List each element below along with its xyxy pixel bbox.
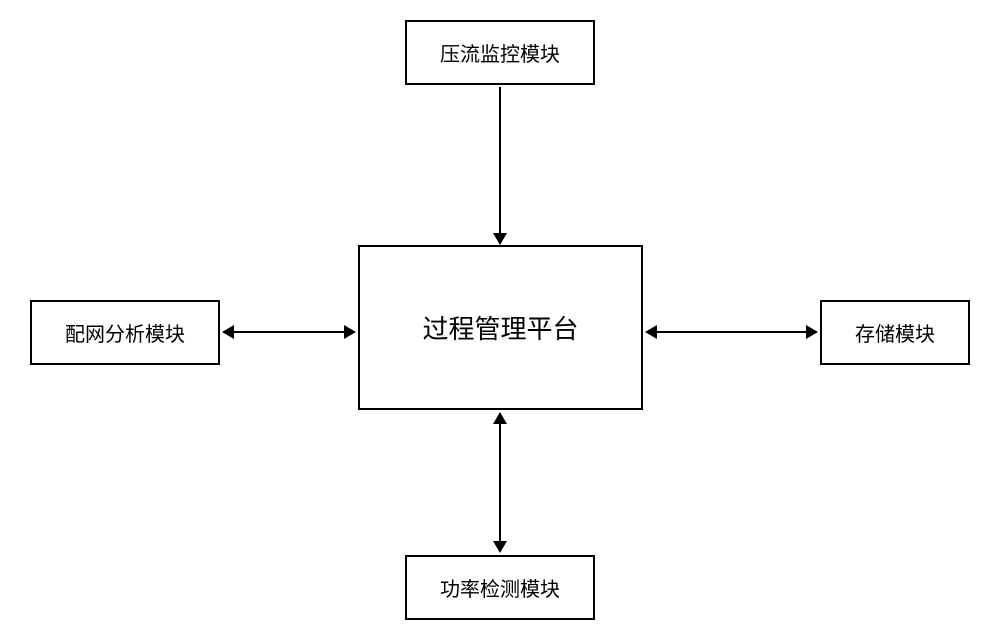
- edge-center-bottom-arrowhead-up: [493, 412, 507, 424]
- edge-top-center-line: [499, 87, 501, 233]
- node-top: 压流监控模块: [405, 20, 595, 85]
- node-top-label: 压流监控模块: [440, 38, 560, 67]
- edge-center-right-arrowhead-right: [806, 325, 818, 339]
- node-center-label: 过程管理平台: [422, 309, 578, 346]
- edge-left-center-arrowhead-right: [344, 325, 356, 339]
- edge-center-bottom-line: [499, 422, 501, 543]
- edge-top-center-arrowhead: [493, 233, 507, 245]
- node-left-label: 配网分析模块: [65, 318, 185, 347]
- node-center: 过程管理平台: [358, 245, 643, 410]
- edge-center-right-arrowhead-left: [645, 325, 657, 339]
- node-bottom-label: 功率检测模块: [440, 573, 560, 602]
- edge-left-center-arrowhead-left: [222, 325, 234, 339]
- node-right: 存储模块: [820, 300, 970, 365]
- edge-center-right-line: [655, 331, 808, 333]
- edge-left-center-line: [232, 331, 346, 333]
- node-bottom: 功率检测模块: [405, 555, 595, 620]
- edge-center-bottom-arrowhead-down: [493, 541, 507, 553]
- node-left: 配网分析模块: [30, 300, 220, 365]
- node-right-label: 存储模块: [855, 318, 935, 347]
- flowchart-diagram: 压流监控模块 配网分析模块 过程管理平台 存储模块 功率检测模块: [0, 0, 1000, 635]
